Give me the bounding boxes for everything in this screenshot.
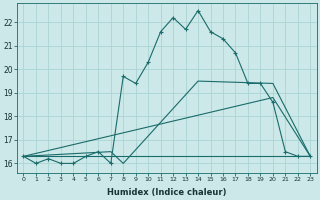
X-axis label: Humidex (Indice chaleur): Humidex (Indice chaleur) <box>107 188 227 197</box>
